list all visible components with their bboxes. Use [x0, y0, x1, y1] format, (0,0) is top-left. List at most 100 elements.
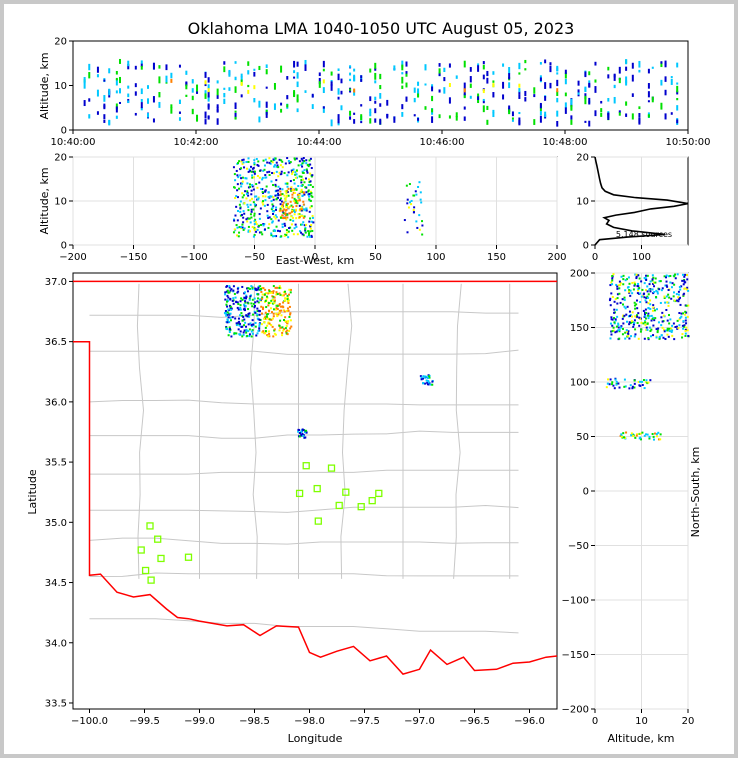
source-mark	[594, 61, 597, 66]
source-mark	[618, 386, 621, 389]
source-mark	[262, 306, 265, 309]
source-mark	[270, 291, 273, 294]
source-mark	[570, 105, 573, 111]
source-mark	[295, 225, 298, 228]
source-mark	[196, 114, 199, 122]
source-mark	[657, 321, 660, 324]
source-mark	[618, 287, 621, 290]
source-mark	[374, 62, 377, 69]
source-mark	[261, 178, 264, 181]
source-mark	[262, 330, 265, 333]
source-mark	[636, 314, 639, 317]
source-mark	[226, 313, 229, 316]
source-mark	[646, 433, 649, 436]
source-mark	[584, 95, 587, 100]
station-marker	[375, 489, 383, 498]
source-mark	[624, 331, 627, 334]
source-mark	[96, 74, 99, 78]
source-mark	[249, 203, 252, 206]
source-mark	[428, 376, 431, 379]
source-mark	[417, 185, 420, 188]
source-mark	[251, 288, 254, 291]
source-mark	[228, 87, 231, 91]
source-mark	[280, 159, 283, 162]
source-mark	[253, 297, 256, 300]
source-mark	[278, 158, 281, 161]
source-mark	[242, 221, 245, 224]
source-mark	[301, 432, 304, 435]
county-line	[89, 311, 519, 318]
source-mark	[108, 88, 111, 96]
source-mark	[282, 201, 285, 204]
station-marker	[302, 462, 310, 470]
source-mark	[650, 335, 653, 338]
source-mark	[240, 76, 243, 81]
county-line	[89, 572, 519, 577]
source-mark	[165, 75, 168, 83]
source-mark	[634, 273, 637, 276]
source-mark	[261, 287, 264, 290]
source-mark	[311, 185, 314, 188]
source-mark	[684, 316, 687, 319]
source-mark	[627, 286, 630, 289]
source-mark	[631, 113, 634, 120]
source-mark	[678, 298, 681, 301]
source-mark	[653, 285, 656, 288]
source-mark	[236, 291, 239, 294]
source-mark	[284, 316, 287, 319]
source-mark	[379, 85, 382, 90]
north-south-y-tick-label: 200	[570, 269, 589, 280]
source-mark	[268, 318, 271, 321]
source-mark	[286, 76, 289, 80]
source-mark	[241, 159, 244, 162]
source-mark	[236, 226, 239, 229]
source-mark	[621, 327, 624, 330]
source-mark	[654, 277, 657, 280]
source-mark	[243, 307, 246, 310]
source-mark	[252, 208, 255, 211]
north-south-ylabel: North-South, km	[689, 447, 702, 538]
source-mark	[656, 308, 659, 311]
source-mark	[386, 113, 389, 119]
source-mark	[255, 223, 258, 226]
source-mark	[424, 106, 427, 110]
station-marker	[184, 553, 193, 561]
source-mark	[524, 90, 527, 97]
source-mark	[297, 185, 300, 188]
source-mark	[287, 236, 290, 239]
source-mark	[623, 385, 626, 388]
source-mark	[511, 117, 514, 120]
source-mark	[636, 299, 639, 302]
source-mark	[305, 223, 308, 226]
source-mark	[611, 381, 614, 384]
source-mark	[103, 79, 106, 82]
source-mark	[684, 273, 687, 276]
source-mark	[654, 432, 657, 435]
longitude-tick-label: −99.5	[129, 716, 160, 727]
source-mark	[275, 216, 278, 219]
source-mark	[419, 375, 422, 378]
time-height-y-tick-label: 10	[54, 81, 67, 92]
source-mark	[259, 298, 262, 301]
source-mark	[127, 60, 130, 67]
source-mark	[140, 63, 143, 68]
source-mark	[242, 161, 245, 164]
source-mark	[666, 301, 669, 304]
source-mark	[281, 203, 284, 206]
source-mark	[280, 235, 283, 238]
source-mark	[588, 71, 591, 76]
source-mark	[185, 70, 188, 75]
source-mark	[311, 93, 314, 98]
source-mark	[686, 329, 689, 332]
north-south-x-tick-label: 0	[592, 716, 598, 727]
source-mark	[666, 285, 669, 288]
source-mark	[463, 106, 466, 110]
source-mark	[235, 224, 238, 227]
source-mark	[656, 435, 659, 438]
histogram-x-tick-label: 0	[592, 252, 598, 263]
source-mark	[115, 90, 118, 94]
source-mark	[268, 289, 271, 292]
source-mark	[235, 332, 238, 335]
source-mark	[281, 209, 284, 212]
source-mark	[664, 62, 667, 68]
